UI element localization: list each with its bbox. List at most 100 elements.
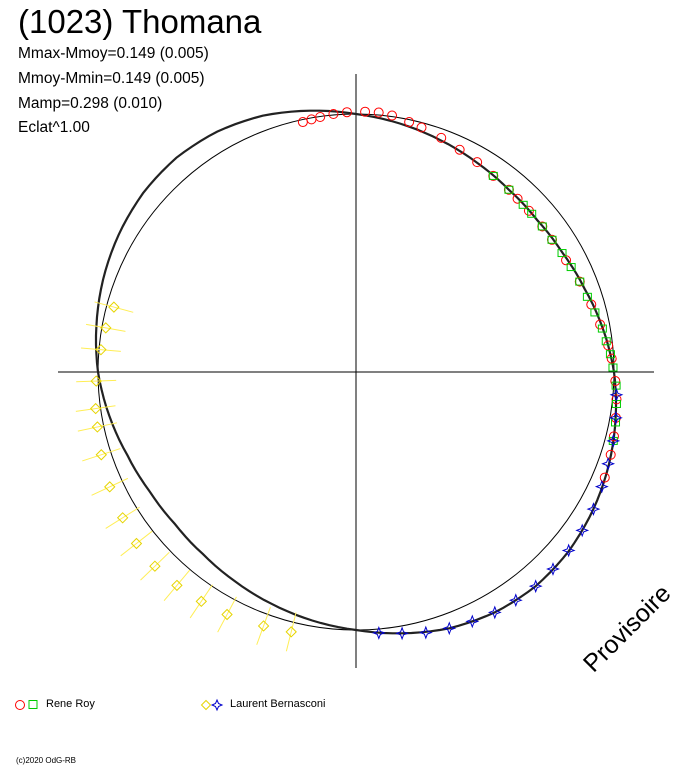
data-point-diamond-0: [108, 301, 120, 313]
legend-star-marker: [210, 698, 224, 712]
error-bar-1: [85, 323, 126, 332]
data-point-circle-12: [472, 157, 483, 168]
data-point-square-7: [566, 263, 576, 272]
data-point-circle-1: [306, 114, 317, 125]
data-point-circle-4: [341, 107, 352, 118]
data-point-star-6: [575, 523, 590, 538]
data-point-star-10: [508, 593, 523, 608]
data-point-square-12: [601, 337, 611, 346]
data-point-diamond-1: [100, 322, 112, 334]
data-point-square-11: [597, 324, 607, 333]
legend-diamond-marker: [200, 699, 212, 711]
data-point-diamond-2: [95, 343, 107, 356]
data-point-star-2: [606, 434, 621, 448]
error-bar-15: [285, 612, 297, 652]
data-point-square-13: [605, 350, 615, 359]
data-point-circle-22: [595, 319, 606, 330]
error-bar-12: [189, 584, 213, 619]
data-point-diamond-3: [90, 375, 102, 387]
data-point-diamond-8: [116, 512, 129, 524]
data-point-square-14: [608, 363, 618, 372]
data-point-square-6: [557, 249, 567, 258]
data-point-diamond-9: [130, 537, 143, 550]
data-point-star-8: [546, 562, 560, 576]
legend-label-laurent-bernasconi: Laurent Bernasconi: [230, 698, 326, 710]
data-point-circle-3: [328, 109, 339, 120]
data-point-square-5: [547, 235, 557, 244]
page-title: (1023) Thomana: [18, 3, 262, 40]
data-point-square-1: [504, 185, 514, 194]
data-point-circle-15: [512, 193, 523, 204]
error-bar-14: [256, 606, 271, 645]
data-point-star-11: [487, 605, 502, 620]
data-point-diamond-5: [91, 421, 104, 433]
error-bar-7: [91, 477, 129, 496]
data-point-circle-29: [605, 449, 616, 460]
error-bar-11: [163, 569, 191, 602]
error-bar-9: [120, 530, 153, 557]
data-point-star-13: [442, 621, 457, 636]
stat-brightness-exponent: Eclat^1.00: [18, 119, 90, 136]
error-bar-5: [77, 422, 118, 432]
error-bar-6: [82, 448, 121, 462]
data-point-square-2: [518, 200, 528, 209]
error-bar-2: [80, 347, 121, 352]
data-point-circle-23: [603, 340, 614, 351]
data-point-star-14: [418, 625, 433, 640]
data-point-diamond-7: [104, 481, 116, 493]
data-point-diamond-13: [221, 608, 233, 621]
data-point-star-3: [601, 456, 616, 471]
data-point-diamond-6: [95, 449, 108, 461]
data-point-circle-8: [404, 117, 415, 128]
stat-amplitude-total: Mamp=0.298 (0.010): [18, 95, 163, 112]
data-point-diamond-12: [195, 595, 208, 608]
legend-circle-marker: [15, 700, 25, 710]
data-point-star-5: [586, 502, 601, 517]
error-bar-3: [76, 379, 117, 383]
data-point-star-4: [594, 479, 609, 494]
data-point-circle-2: [315, 111, 326, 122]
data-point-circle-5: [360, 106, 371, 117]
data-point-circle-10: [436, 132, 447, 143]
data-point-square-9: [582, 292, 592, 301]
data-point-square-17: [611, 418, 621, 427]
legend-label-rene-roy: Rene Roy: [46, 698, 95, 710]
data-point-diamond-10: [149, 560, 161, 572]
error-bar-10: [140, 551, 170, 581]
data-point-circle-25: [610, 376, 621, 387]
data-point-star-12: [465, 614, 480, 629]
copyright-credit: (c)2020 OdG-RB: [16, 756, 77, 765]
data-point-diamond-11: [171, 579, 183, 592]
data-point-circle-6: [373, 107, 384, 118]
error-bar-13: [217, 596, 237, 633]
data-point-star-16: [371, 626, 386, 640]
data-point-circle-0: [297, 117, 308, 128]
data-point-star-7: [561, 543, 576, 558]
data-point-diamond-15: [285, 626, 297, 638]
fitted-lightcurve: [94, 109, 618, 635]
data-point-square-3: [527, 209, 537, 218]
data-point-star-0: [609, 387, 624, 402]
error-bar-4: [75, 405, 116, 412]
data-point-star-15: [395, 626, 410, 641]
data-point-diamond-4: [89, 402, 102, 415]
legend-square-marker: [28, 700, 38, 709]
stat-amplitude-min: Mmoy-Mmin=0.149 (0.005): [18, 70, 205, 87]
data-point-circle-30: [599, 472, 610, 483]
error-bar-8: [105, 506, 140, 529]
data-point-square-8: [575, 277, 585, 286]
data-point-circle-24: [606, 353, 617, 364]
data-point-square-4: [537, 222, 547, 231]
data-point-square-18: [608, 436, 618, 445]
data-point-circle-7: [387, 110, 398, 121]
data-point-star-9: [528, 579, 543, 594]
data-point-circle-9: [416, 122, 427, 133]
data-point-diamond-14: [257, 620, 270, 632]
data-point-square-10: [590, 308, 600, 317]
data-point-circle-11: [454, 144, 465, 155]
data-point-square-0: [488, 171, 498, 180]
data-point-circle-26: [611, 394, 622, 405]
data-point-star-1: [608, 410, 623, 425]
error-bar-0: [94, 301, 134, 313]
data-point-circle-28: [608, 431, 619, 442]
